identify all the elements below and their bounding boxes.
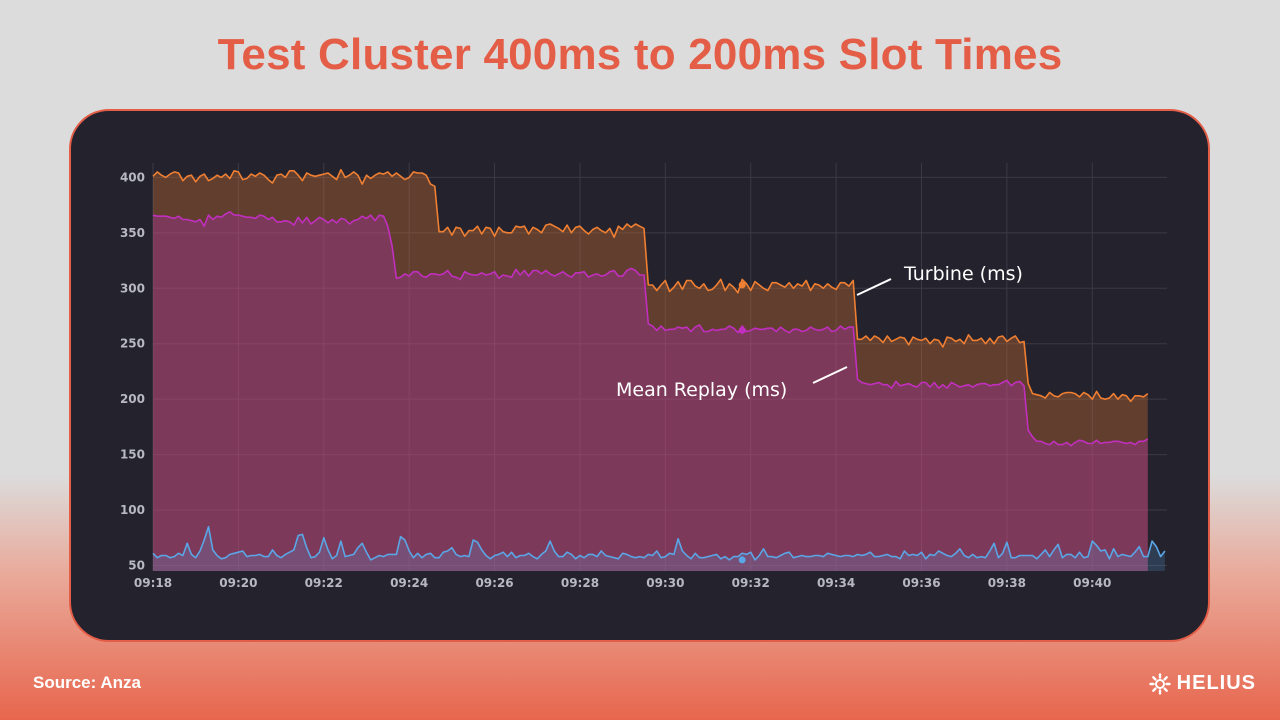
y-tick-label: 250	[120, 337, 145, 351]
turbine-annotation: Turbine (ms)	[903, 263, 1023, 285]
y-tick-label: 350	[120, 226, 145, 240]
x-tick-label: 09:40	[1073, 576, 1111, 590]
x-tick-label: 09:24	[390, 576, 428, 590]
turbine-annotation-line	[856, 278, 892, 296]
chart-lines	[152, 168, 1166, 561]
slide-title: Test Cluster 400ms to 200ms Slot Times	[217, 30, 1063, 79]
x-tick-label: 09:20	[219, 576, 257, 590]
helius-logo-icon	[1148, 672, 1171, 695]
hover-marker	[738, 326, 746, 334]
mean-replay-ms-area	[153, 211, 1148, 572]
y-tick-label: 400	[120, 170, 145, 184]
hover-marker	[738, 556, 746, 564]
x-tick-label: 09:18	[134, 576, 172, 590]
x-tick-label: 09:32	[732, 576, 770, 590]
x-tick-label: 09:38	[988, 576, 1026, 590]
x-tick-label: 09:26	[475, 576, 513, 590]
x-tick-label: 09:30	[646, 576, 684, 590]
replay-annotation: Mean Replay (ms)	[616, 379, 787, 401]
brand-logo: HELIUS	[1148, 672, 1256, 695]
x-tick-label: 09:36	[902, 576, 940, 590]
y-axis-ticks: 50 100 150 200 250 300 350 400	[120, 170, 145, 572]
y-tick-label: 200	[120, 392, 145, 406]
hover-marker	[738, 281, 746, 289]
x-tick-label: 09:28	[561, 576, 599, 590]
brand-name: HELIUS	[1176, 672, 1256, 694]
turbine-ms-line	[152, 168, 1149, 403]
turbine-ms-area	[153, 169, 1148, 571]
series-3-area	[153, 526, 1165, 571]
chart-grid	[152, 163, 1167, 571]
chart-panel: 50 100 150 200 250 300 350 400 09:18 09:20 09:22 0…	[69, 109, 1210, 642]
y-tick-label: 50	[128, 558, 145, 572]
source-label: Source: Anza	[33, 673, 142, 692]
y-tick-label: 150	[120, 448, 145, 462]
chart-areas	[153, 169, 1165, 572]
x-tick-label: 09:22	[305, 576, 343, 590]
y-tick-label: 300	[120, 281, 145, 295]
replay-annotation-line	[812, 366, 848, 384]
y-tick-label: 100	[120, 503, 145, 517]
mean-replay-ms-line	[152, 211, 1149, 447]
x-axis-ticks: 09:18 09:20 09:22 09:24 09:26 09:28 09:30 09:32…	[134, 576, 1111, 590]
series-3-line	[152, 525, 1166, 561]
x-tick-label: 09:34	[817, 576, 855, 590]
chart-markers	[738, 281, 746, 564]
